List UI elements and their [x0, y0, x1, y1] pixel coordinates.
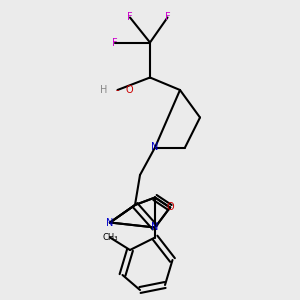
Text: -: - — [116, 85, 119, 95]
Text: N: N — [151, 223, 159, 232]
Text: F: F — [112, 38, 118, 47]
Text: N: N — [151, 142, 159, 152]
Text: H: H — [100, 85, 107, 95]
Text: O: O — [166, 202, 174, 212]
Text: F: F — [165, 13, 170, 22]
Text: CH₃: CH₃ — [102, 233, 118, 242]
Text: N: N — [106, 218, 114, 227]
Text: O: O — [125, 85, 133, 95]
Text: F: F — [127, 13, 133, 22]
